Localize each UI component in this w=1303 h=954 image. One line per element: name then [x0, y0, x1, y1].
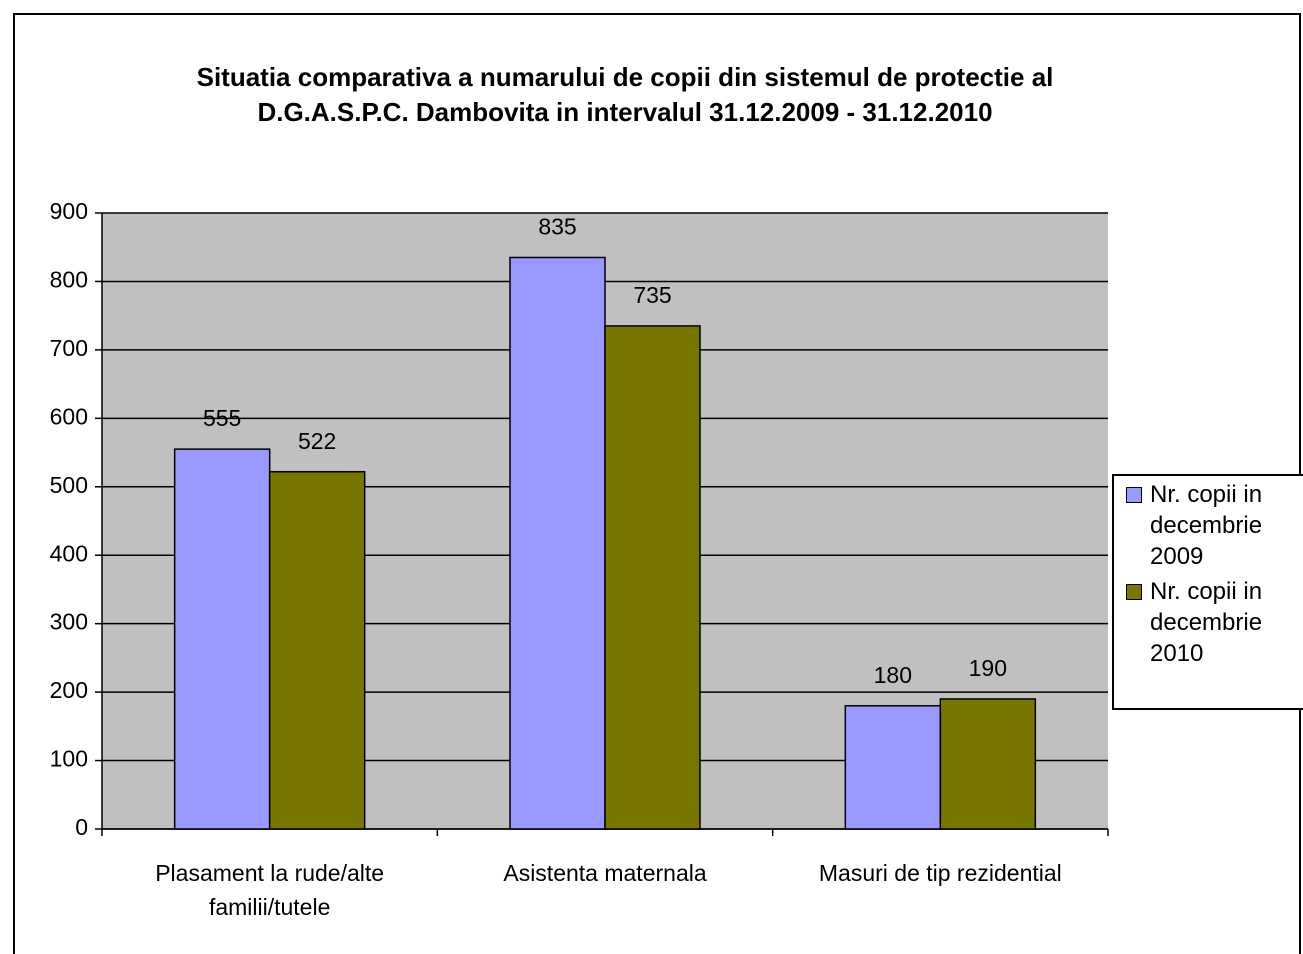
data-label: 555 — [203, 405, 241, 431]
x-tick-label: Asistenta maternala — [503, 860, 707, 886]
y-tick-label: 200 — [50, 677, 88, 703]
bar — [604, 325, 701, 830]
y-tick-label: 700 — [50, 335, 88, 361]
legend-label: Nr. copii in decembrie 2009 — [1150, 481, 1263, 570]
data-label: 180 — [874, 662, 912, 688]
y-tick-label: 500 — [50, 472, 88, 498]
chart-title: D.G.A.S.P.C. Dambovita in intervalul 31.… — [257, 97, 993, 127]
x-tick-label: Masuri de tip rezidential — [818, 860, 1062, 886]
y-tick-label: 900 — [50, 198, 88, 224]
chart-title: Situatia comparativa a numarului de copi… — [196, 62, 1054, 92]
legend-swatch — [1126, 487, 1142, 503]
bar — [939, 698, 1037, 830]
data-label: 190 — [969, 655, 1007, 681]
y-tick-label: 300 — [50, 609, 88, 635]
y-tick-label: 100 — [50, 746, 88, 772]
bar — [509, 256, 606, 830]
legend-item: Nr. copii in decembrie 2010 — [1126, 576, 1295, 669]
y-tick-label: 800 — [50, 267, 88, 293]
bar — [268, 470, 366, 830]
legend-item: Nr. copii in decembrie 2009 — [1126, 479, 1295, 572]
legend-swatch — [1126, 584, 1142, 600]
y-tick-label: 0 — [75, 814, 88, 840]
legend-label: Nr. copii in decembrie 2010 — [1150, 578, 1263, 667]
data-label: 522 — [298, 428, 336, 454]
bar — [173, 448, 271, 830]
data-label: 835 — [538, 214, 576, 240]
x-tick-label: Plasament la rude/alte familii/tutele — [155, 860, 385, 920]
legend: Nr. copii in decembrie 2009 Nr. copii in … — [1112, 474, 1303, 710]
bar — [844, 705, 942, 830]
y-tick-label: 400 — [50, 540, 88, 566]
data-label: 735 — [633, 282, 671, 308]
y-tick-label: 600 — [50, 403, 88, 429]
